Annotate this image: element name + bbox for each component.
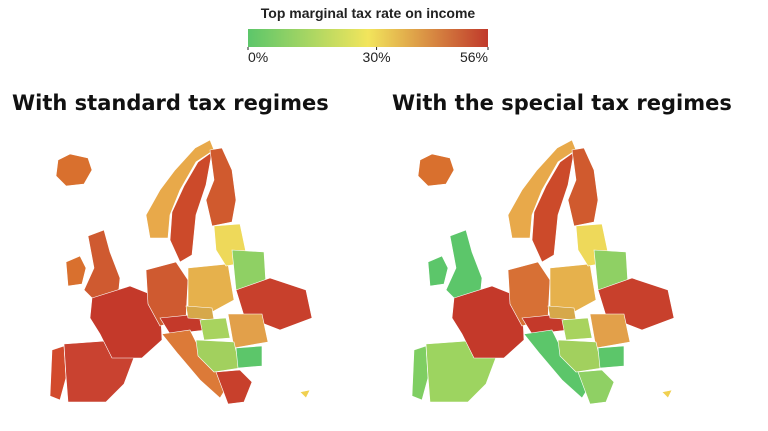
panel-title: With standard tax regimes: [12, 91, 329, 115]
country-portugal: [49, 345, 67, 401]
country-cyprus: [661, 389, 673, 399]
country-sweden: [531, 151, 575, 263]
country-czechia: [185, 305, 215, 321]
country-greece: [215, 369, 253, 405]
country-hungary: [561, 317, 593, 341]
country-sweden: [169, 151, 213, 263]
country-portugal: [411, 345, 429, 401]
country-poland: [549, 263, 597, 313]
country-ireland: [65, 255, 87, 287]
country-ireland: [427, 255, 449, 287]
country-bulgaria: [235, 345, 263, 369]
country-balkans: [195, 339, 241, 373]
map: [411, 139, 675, 405]
panel-title: With the special tax regimes: [392, 91, 732, 115]
country-cyprus: [299, 389, 311, 399]
tick-label: 56%: [460, 49, 488, 65]
country-france: [89, 285, 163, 359]
legend-title: Top marginal tax rate on income: [261, 5, 476, 21]
color-bar: [248, 29, 488, 47]
map: [49, 139, 313, 405]
country-norway: [507, 139, 577, 239]
country-balkans: [557, 339, 603, 373]
country-hungary: [199, 317, 231, 341]
country-greece: [577, 369, 615, 405]
country-iceland: [417, 153, 455, 187]
country-czechia: [547, 305, 577, 321]
tick-label: 0%: [248, 49, 268, 65]
country-finland: [567, 147, 599, 227]
country-romania: [589, 313, 631, 349]
country-finland: [205, 147, 237, 227]
country-romania: [227, 313, 269, 349]
country-bulgaria: [597, 345, 625, 369]
tick-label: 30%: [363, 49, 391, 65]
country-france: [451, 285, 525, 359]
country-poland: [187, 263, 235, 313]
country-iceland: [55, 153, 93, 187]
country-norway: [145, 139, 215, 239]
